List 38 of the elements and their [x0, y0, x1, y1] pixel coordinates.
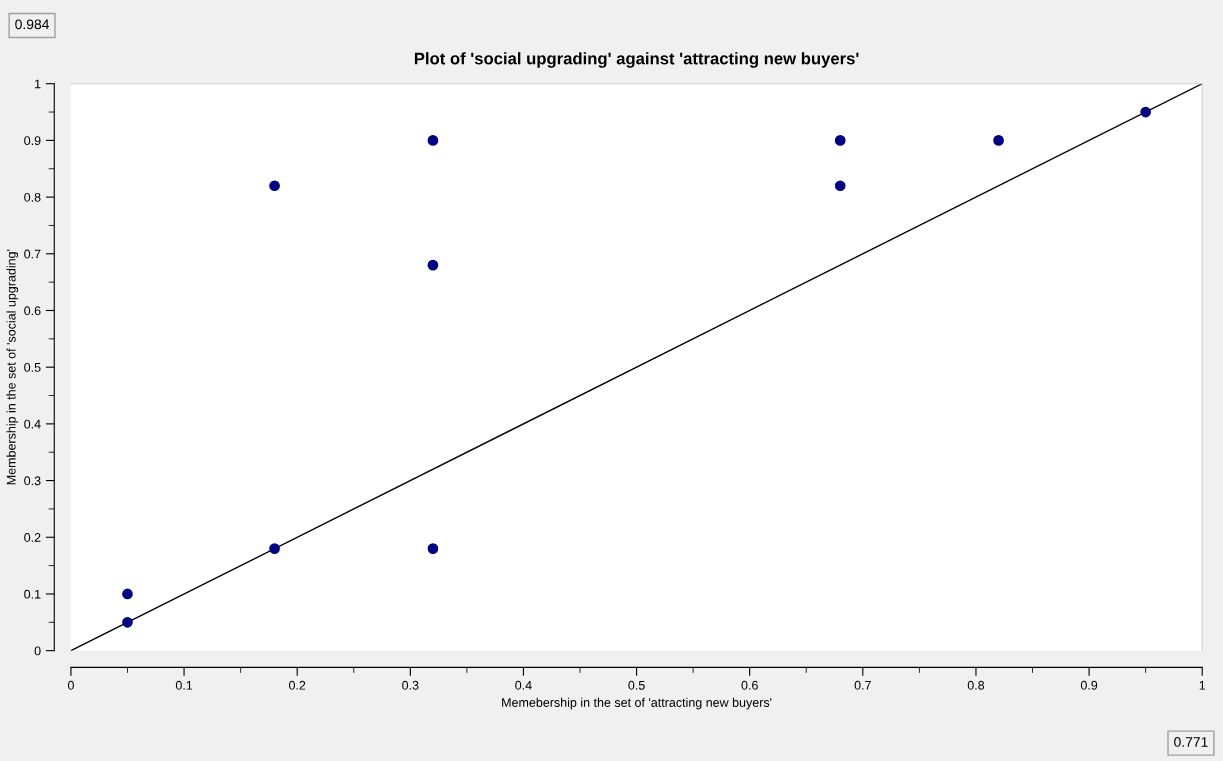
x-tick-label: 0.7: [854, 680, 871, 690]
point: [834, 135, 846, 146]
y-tick-label: 0.6: [24, 306, 41, 316]
x-axis-title: Memebership in the set of 'attracting new buyers': [502, 697, 772, 710]
x-tick-label: 0.3: [402, 680, 419, 690]
x-tick-label: 0.9: [1080, 680, 1098, 690]
chart-title: Plot of 'social upgrading' against 'attracting new buyers': [414, 52, 859, 68]
x-tick-label: 0.5: [628, 680, 645, 690]
y-tick-label: 0.7: [24, 249, 41, 259]
x-tick-label: 0.1: [175, 680, 193, 690]
y-tick-label: 0.3: [24, 476, 41, 486]
point: [122, 616, 133, 628]
point: [122, 588, 133, 600]
x-tick-label: 0.4: [515, 680, 532, 690]
x-tick-label: 0: [67, 680, 74, 690]
x-tick-label: 1: [1199, 680, 1206, 690]
y-tick-label: 0.2: [24, 533, 41, 542]
y-tick-label: 0.5: [24, 362, 41, 372]
y-tick-label: 0.8: [24, 192, 41, 202]
y-tick-label: 0.4: [24, 419, 41, 429]
text: 0.984: [15, 19, 50, 30]
point: [427, 543, 439, 554]
point: [834, 180, 846, 192]
point: [269, 543, 280, 554]
x-tick-label: 0.6: [741, 680, 758, 690]
text: 0.771: [1174, 737, 1208, 747]
point: [427, 259, 439, 271]
y-tick-label: 0: [34, 646, 41, 656]
point: [269, 180, 280, 192]
x-tick-label: 0.8: [967, 680, 985, 690]
y-tick-label: 1: [35, 79, 41, 89]
y-tick-label: 0.1: [24, 589, 41, 599]
y-tick-label: 0.9: [24, 136, 41, 146]
x-tick-label: 0.2: [288, 680, 306, 690]
y-axis-title: Membership in the set of 'social upgrading': [6, 249, 19, 485]
point: [993, 135, 1004, 146]
point: [1140, 106, 1151, 118]
point: [427, 135, 439, 146]
